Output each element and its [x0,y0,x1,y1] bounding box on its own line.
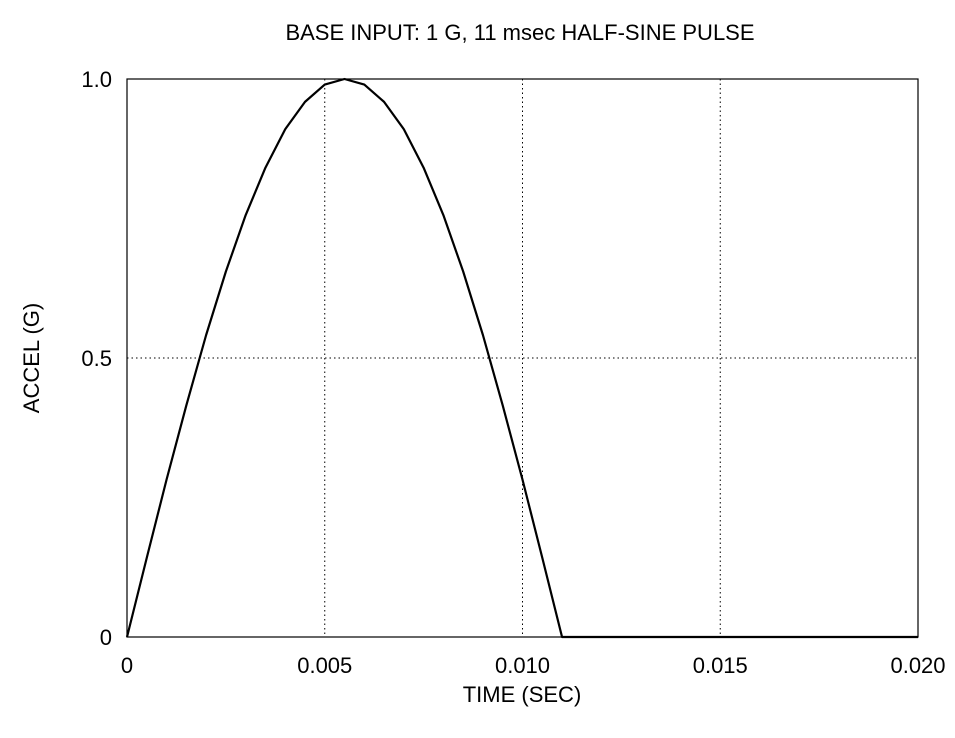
plot-frame [126,78,919,638]
x-tick-label: 0.005 [297,653,352,678]
y-axis-label: ACCEL (G) [19,303,44,413]
y-tick-label: 0 [100,625,112,650]
chart-title: BASE INPUT: 1 G, 11 msec HALF-SINE PULSE [285,20,754,45]
y-tick-label: 1.0 [81,67,112,92]
x-tick-label: 0 [121,653,133,678]
x-tick-labels: 0 0.005 0.010 0.015 0.020 [121,653,946,678]
x-axis-label: TIME (SEC) [463,682,582,707]
x-tick-label: 0.020 [890,653,945,678]
y-tick-labels: 0 0.5 1.0 [81,67,112,650]
grid-lines [127,79,918,637]
y-tick-label: 0.5 [81,346,112,371]
x-tick-label: 0.010 [495,653,550,678]
x-tick-label: 0.015 [693,653,748,678]
series-line [125,77,918,639]
